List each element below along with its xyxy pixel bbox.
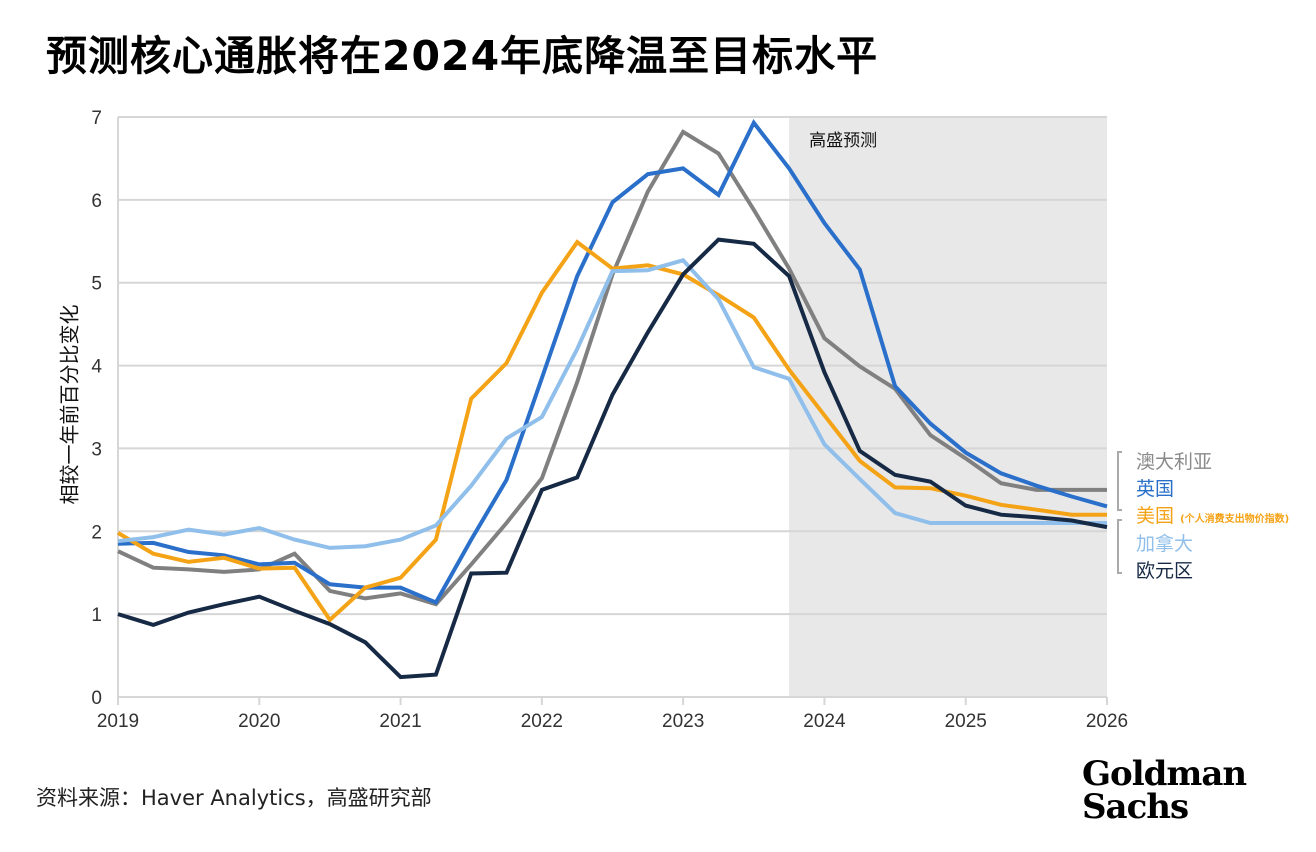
series-line-3 xyxy=(117,258,1107,550)
y-tick-label: 6 xyxy=(91,191,102,212)
x-tick-label: 2023 xyxy=(662,711,704,732)
logo-line: Sachs xyxy=(1082,787,1189,827)
legend-item-uk: 英国 xyxy=(1136,474,1174,501)
y-tick-label: 1 xyxy=(91,605,102,626)
logo-line: Goldman xyxy=(1082,754,1247,794)
legend-label: 澳大利亚 xyxy=(1136,451,1213,473)
legend-label: 美国 xyxy=(1136,505,1175,527)
source-note: 资料来源：Haver Analytics，高盛研究部 xyxy=(36,786,432,810)
x-tick-label: 2025 xyxy=(945,711,987,732)
legend-item-canada: 加拿大 xyxy=(1136,529,1193,556)
chart-title: 预测核心通胀将在2024年底降温至目标水平 xyxy=(46,32,879,80)
y-tick-label: 0 xyxy=(91,688,102,709)
legend-item-us: 美国 (个人消费支出物价指数) xyxy=(1136,501,1289,528)
series-line-4 xyxy=(117,237,1108,680)
y-tick-label: 5 xyxy=(91,274,102,295)
x-tick-label: 2026 xyxy=(1086,711,1128,732)
legend-note: (个人消费支出物价指数) xyxy=(1180,514,1290,525)
forecast-region xyxy=(789,117,1107,697)
legend-label: 加拿大 xyxy=(1136,533,1194,555)
x-tick-label: 2024 xyxy=(803,711,846,732)
y-axis-label: 相较一年前百分比变化 xyxy=(57,304,82,505)
x-tick-label: 2022 xyxy=(521,711,563,732)
y-tick-label: 3 xyxy=(91,439,102,460)
legend-bracket xyxy=(1117,519,1122,574)
legend-item-euro-area: 欧元区 xyxy=(1136,556,1193,583)
legend-label: 欧元区 xyxy=(1136,560,1194,582)
forecast-label: 高盛预测 xyxy=(809,131,877,151)
x-tick-label: 2021 xyxy=(379,711,421,732)
x-tick-label: 2020 xyxy=(238,711,280,732)
x-tick-label: 2019 xyxy=(97,711,139,732)
y-tick-label: 4 xyxy=(91,357,102,378)
legend-item-australia: 澳大利亚 xyxy=(1136,447,1212,474)
goldman-sachs-logo: Goldman Sachs xyxy=(1082,754,1247,827)
y-tick-label: 7 xyxy=(91,108,102,129)
legend-label: 英国 xyxy=(1136,478,1175,500)
series-line-1 xyxy=(117,119,1108,606)
y-tick-label: 2 xyxy=(91,522,102,543)
legend-bracket xyxy=(1117,451,1122,511)
